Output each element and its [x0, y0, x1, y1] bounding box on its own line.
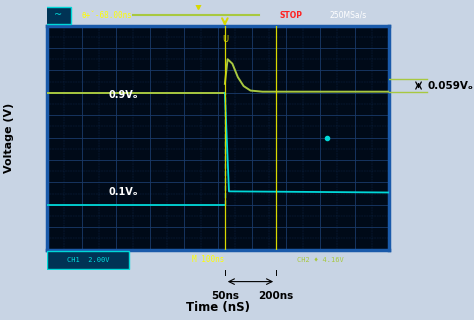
Text: CH2 ♦ 4.16V: CH2 ♦ 4.16V [297, 257, 344, 263]
Text: Time (nS): Time (nS) [186, 301, 250, 314]
Text: U: U [222, 35, 228, 44]
Text: 200ns: 200ns [258, 291, 294, 301]
FancyBboxPatch shape [47, 252, 129, 268]
Text: 0.059Vₒ: 0.059Vₒ [427, 81, 473, 91]
Text: 0.9Vₒ: 0.9Vₒ [109, 90, 138, 100]
Text: θ+ˇ-68.00ns: θ+ˇ-68.00ns [82, 11, 132, 20]
Text: Voltage (V): Voltage (V) [4, 102, 15, 173]
Text: 250MSa/s: 250MSa/s [329, 11, 366, 20]
FancyBboxPatch shape [44, 7, 71, 24]
Text: CH1  2.00V: CH1 2.00V [67, 257, 109, 263]
Text: ~: ~ [54, 10, 62, 20]
Text: STOP: STOP [280, 11, 302, 20]
Text: 0.1Vₒ: 0.1Vₒ [109, 187, 138, 197]
Text: M 100ns: M 100ns [191, 255, 224, 265]
Text: 50ns: 50ns [211, 291, 239, 301]
